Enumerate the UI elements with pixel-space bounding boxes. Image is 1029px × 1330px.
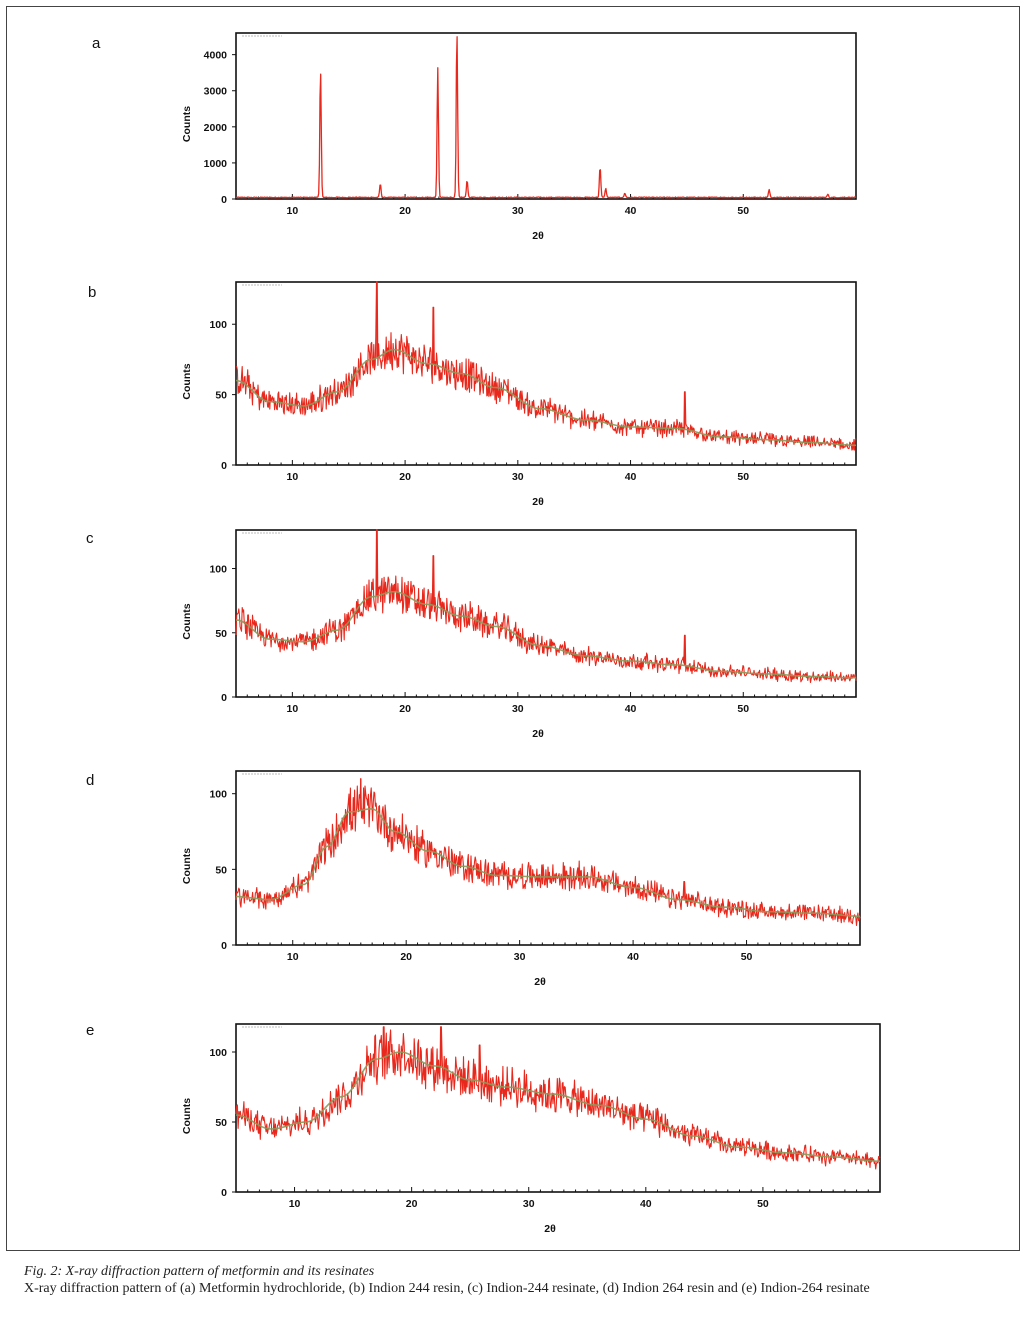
diffraction-trace [235,778,861,926]
caption-title: Fig. 2: X-ray diffraction pattern of met… [24,1264,375,1279]
x-tick-label: 20 [406,1198,418,1210]
fitted-background-curve [235,590,856,679]
plot-frame [235,770,861,946]
fitted-background-curve [235,1051,880,1162]
diffraction-trace [235,281,857,451]
x-axis-label: 2θ [532,496,544,508]
y-tick-label: 0 [221,692,227,704]
y-tick-label: 50 [215,864,227,876]
x-tick-label: 20 [399,205,411,217]
chart-panel-a: a 10 20 30 40 50 0 1000 2000 3000 4000 2θ Counts [92,32,857,242]
chart-panel-e: e 10 20 30 40 50 0 50 100 2θ Counts [86,1022,881,1235]
figure-frame [6,6,1020,1251]
plot-frame [235,529,857,698]
x-tick-label: 30 [512,703,524,715]
x-tick-label: 10 [287,205,299,217]
x-tick-label: 40 [627,951,639,963]
x-tick-label: 40 [625,471,637,483]
diffraction-trace [235,1026,881,1170]
plot-frame [235,32,857,200]
panel-letter: d [86,772,94,789]
y-axis-label: Counts [181,603,193,639]
fitted-background-curve [236,808,861,918]
panel-letter: c [86,530,94,547]
y-tick-label: 50 [215,1117,227,1129]
y-tick-label: 100 [209,564,227,576]
y-tick-label: 0 [221,460,227,472]
x-axis-label: 2θ [532,728,544,740]
y-tick-label: 50 [215,390,227,402]
panel-letter: b [88,284,96,301]
x-axis-label: 2θ [532,230,544,242]
y-tick-label: 50 [215,628,227,640]
x-tick-label: 20 [399,471,411,483]
y-tick-label: 0 [221,194,227,206]
panel-letter: e [86,1022,94,1039]
x-axis-label: 2θ [534,976,546,988]
y-tick-label: 2000 [204,122,228,134]
x-tick-label: 40 [625,703,637,715]
y-axis-label: Counts [181,1098,193,1134]
x-tick-label: 30 [512,205,524,217]
fitted-background-curve [235,348,856,447]
caption-body: X-ray diffraction pattern of (a) Metform… [24,1281,870,1296]
x-tick-label: 50 [741,951,753,963]
y-tick-label: 100 [209,1047,227,1059]
x-tick-label: 30 [512,471,524,483]
x-tick-label: 50 [757,1198,769,1210]
y-tick-label: 4000 [204,50,228,62]
x-tick-label: 50 [737,703,749,715]
x-tick-label: 50 [737,471,749,483]
x-tick-label: 10 [287,471,299,483]
x-tick-label: 20 [400,951,412,963]
diffraction-trace [235,529,857,684]
chart-panel-d: d 10 20 30 40 50 0 50 100 2θ Counts [86,770,861,988]
x-tick-label: 10 [289,1198,301,1210]
x-tick-label: 10 [287,703,299,715]
y-tick-label: 100 [209,319,227,331]
chart-panel-c: c 10 20 30 40 50 0 50 100 2θ Counts [86,529,857,740]
x-axis-label: 2θ [544,1223,556,1235]
y-tick-label: 0 [221,940,227,952]
x-tick-label: 10 [287,951,299,963]
y-tick-label: 3000 [204,86,228,98]
chart-panel-b: b 10 20 30 40 50 0 50 100 2θ Counts [88,281,857,508]
x-tick-label: 30 [523,1198,535,1210]
x-tick-label: 40 [625,205,637,217]
x-tick-label: 20 [399,703,411,715]
figure-caption: Fig. 2: X-ray diffraction pattern of met… [24,1263,1024,1297]
y-tick-label: 1000 [204,158,228,170]
plot-frame [235,281,857,466]
y-axis-label: Counts [181,363,193,399]
diffraction-trace [235,36,857,199]
x-tick-label: 50 [737,205,749,217]
y-axis-label: Counts [181,848,193,884]
x-tick-label: 40 [640,1198,652,1210]
y-tick-label: 0 [221,1187,227,1199]
y-axis-label: Counts [181,106,193,142]
x-tick-label: 30 [514,951,526,963]
y-tick-label: 100 [209,789,227,801]
panel-letter: a [92,35,101,52]
